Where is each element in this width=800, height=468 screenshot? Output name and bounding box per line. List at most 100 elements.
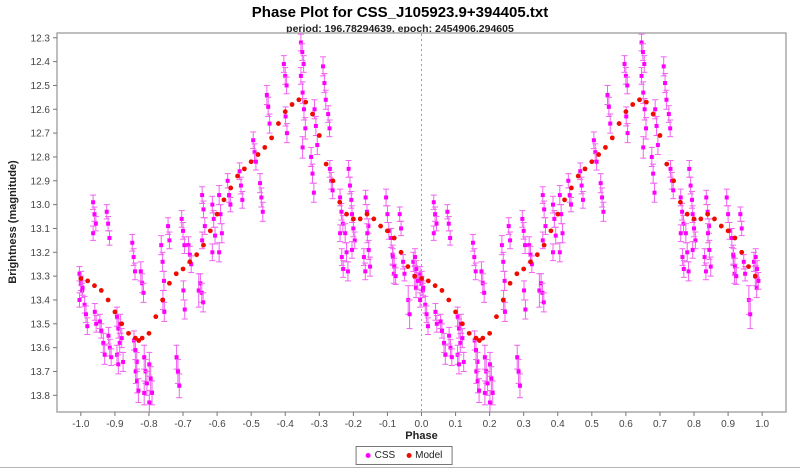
model-point[interactable]: [296, 97, 302, 103]
css-point[interactable]: [598, 181, 603, 186]
css-point[interactable]: [434, 321, 439, 326]
model-point[interactable]: [643, 99, 649, 105]
model-point[interactable]: [459, 321, 465, 327]
model-point[interactable]: [698, 216, 704, 222]
css-point[interactable]: [490, 390, 495, 395]
css-point[interactable]: [425, 324, 430, 329]
css-point[interactable]: [543, 224, 548, 229]
css-point[interactable]: [707, 224, 712, 229]
css-point[interactable]: [237, 169, 242, 174]
css-point[interactable]: [516, 369, 521, 374]
css-point[interactable]: [578, 169, 583, 174]
css-point[interactable]: [668, 126, 673, 131]
css-point[interactable]: [447, 333, 452, 338]
css-point[interactable]: [309, 154, 314, 159]
model-point[interactable]: [255, 152, 261, 157]
css-point[interactable]: [643, 126, 648, 131]
css-point[interactable]: [681, 266, 686, 271]
css-point[interactable]: [702, 255, 707, 260]
css-point[interactable]: [456, 326, 461, 331]
model-point[interactable]: [201, 242, 206, 248]
css-point[interactable]: [227, 193, 232, 198]
css-point[interactable]: [641, 90, 646, 95]
css-point[interactable]: [433, 309, 438, 314]
css-point[interactable]: [642, 61, 647, 66]
css-point[interactable]: [527, 243, 532, 248]
css-point[interactable]: [97, 319, 102, 324]
model-point[interactable]: [705, 211, 711, 217]
css-point[interactable]: [107, 345, 112, 350]
css-point[interactable]: [116, 326, 121, 331]
css-point[interactable]: [593, 150, 598, 155]
css-point[interactable]: [315, 143, 320, 148]
css-point[interactable]: [401, 259, 406, 264]
model-point[interactable]: [364, 211, 370, 217]
model-point[interactable]: [637, 97, 642, 103]
css-point[interactable]: [142, 355, 147, 360]
model-point[interactable]: [514, 271, 520, 277]
model-point[interactable]: [521, 266, 527, 272]
css-point[interactable]: [326, 112, 331, 117]
css-point[interactable]: [303, 126, 308, 131]
css-point[interactable]: [552, 216, 557, 221]
model-point[interactable]: [534, 252, 540, 258]
css-point[interactable]: [738, 212, 743, 217]
css-point[interactable]: [550, 250, 555, 255]
model-point[interactable]: [630, 102, 636, 107]
css-point[interactable]: [559, 212, 564, 217]
css-point[interactable]: [238, 183, 243, 188]
model-point[interactable]: [739, 249, 745, 255]
css-point[interactable]: [351, 226, 356, 231]
css-point[interactable]: [414, 286, 419, 291]
model-point[interactable]: [357, 216, 363, 222]
css-point[interactable]: [560, 231, 565, 236]
model-point[interactable]: [439, 288, 445, 293]
css-point[interactable]: [187, 252, 192, 257]
css-point[interactable]: [542, 207, 547, 212]
css-point[interactable]: [520, 216, 525, 221]
css-point[interactable]: [77, 271, 82, 276]
css-point[interactable]: [600, 195, 605, 200]
css-point[interactable]: [402, 271, 407, 276]
css-point[interactable]: [298, 73, 303, 78]
css-point[interactable]: [390, 255, 395, 260]
css-point[interactable]: [133, 369, 138, 374]
css-point[interactable]: [756, 278, 761, 283]
css-point[interactable]: [418, 271, 423, 276]
css-point[interactable]: [641, 145, 646, 150]
css-point[interactable]: [361, 255, 366, 260]
model-point[interactable]: [337, 199, 343, 205]
css-point[interactable]: [159, 243, 164, 248]
css-point[interactable]: [456, 362, 461, 367]
css-point[interactable]: [472, 255, 477, 260]
css-point[interactable]: [347, 183, 352, 188]
css-point[interactable]: [482, 290, 487, 295]
css-point[interactable]: [284, 131, 289, 136]
css-point[interactable]: [397, 212, 402, 217]
css-point[interactable]: [678, 231, 683, 236]
css-point[interactable]: [708, 264, 713, 269]
css-point[interactable]: [523, 307, 528, 312]
model-point[interactable]: [153, 314, 159, 320]
css-point[interactable]: [283, 114, 288, 119]
css-point[interactable]: [753, 255, 758, 260]
css-point[interactable]: [322, 81, 327, 86]
css-point[interactable]: [501, 259, 506, 264]
css-point[interactable]: [162, 309, 167, 314]
model-point[interactable]: [330, 178, 336, 184]
css-point[interactable]: [92, 212, 97, 217]
model-point[interactable]: [568, 185, 574, 191]
model-point[interactable]: [276, 121, 281, 126]
model-point[interactable]: [167, 280, 172, 286]
css-point[interactable]: [625, 131, 630, 136]
css-point[interactable]: [743, 271, 748, 276]
css-point[interactable]: [298, 40, 303, 45]
css-point[interactable]: [680, 209, 685, 214]
model-point[interactable]: [303, 99, 309, 105]
css-point[interactable]: [77, 297, 82, 302]
css-point[interactable]: [431, 231, 436, 236]
css-point[interactable]: [350, 247, 355, 252]
css-point[interactable]: [680, 255, 685, 260]
css-point[interactable]: [283, 73, 288, 78]
model-point[interactable]: [146, 330, 152, 336]
